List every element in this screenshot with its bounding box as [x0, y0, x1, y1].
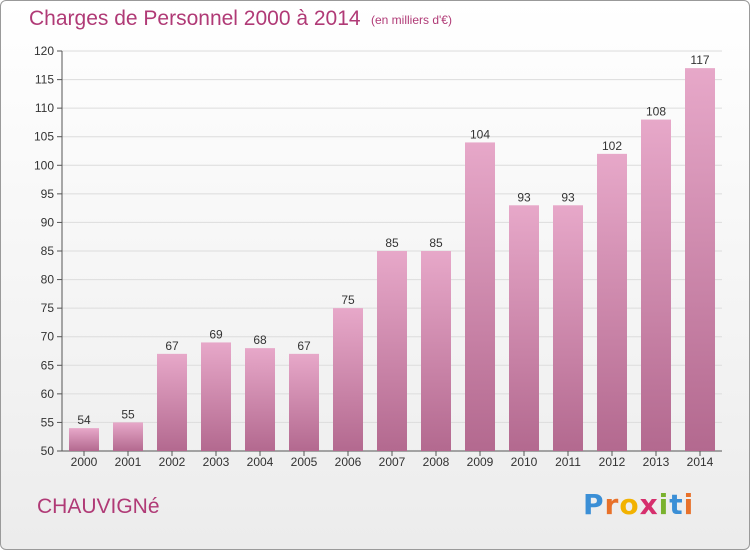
- data-label-2004: 68: [253, 333, 267, 347]
- x-tick-label: 2002: [159, 455, 186, 469]
- logo-letter: r: [604, 488, 620, 521]
- y-tick-label: 100: [34, 158, 54, 172]
- data-label-2003: 69: [209, 327, 223, 341]
- x-tick-label: 2007: [379, 455, 406, 469]
- bar-2005: [289, 353, 319, 451]
- y-tick-label: 110: [35, 101, 54, 115]
- x-tick-label: 2009: [467, 455, 494, 469]
- bar-2008: [421, 251, 451, 451]
- bar-2002: [157, 353, 187, 451]
- data-labels: 54 55 67 69 68 67 75 85 85 104 93 93 102 108 117: [77, 53, 710, 427]
- logo-letter: P: [583, 488, 605, 521]
- data-label-2008: 85: [429, 236, 443, 250]
- bar-2001: [113, 422, 143, 451]
- x-tick-label: 2003: [203, 455, 230, 469]
- x-tick-label: 2005: [291, 455, 318, 469]
- data-label-2010: 93: [517, 190, 531, 204]
- x-tick-label: 2008: [423, 455, 450, 469]
- y-tick-label: 90: [41, 215, 55, 229]
- x-tick-label: 2012: [599, 455, 626, 469]
- y-tick-label: 80: [41, 273, 55, 287]
- bar-2011: [553, 205, 583, 451]
- bar-2006: [333, 308, 363, 451]
- logo-letter: o: [619, 488, 640, 521]
- data-label-2006: 75: [341, 293, 355, 307]
- y-tick-label: 60: [41, 387, 55, 401]
- x-tick-label: 2011: [555, 455, 581, 469]
- y-tick-label: 50: [41, 444, 55, 458]
- x-tick-label: 2000: [71, 455, 98, 469]
- y-tick-label: 95: [41, 187, 55, 201]
- data-label-2005: 67: [297, 339, 311, 353]
- proxiti-logo: Proxiti: [583, 488, 694, 521]
- data-label-2014: 117: [690, 53, 709, 67]
- bar-2000: [69, 428, 99, 451]
- data-label-2007: 85: [385, 236, 399, 250]
- bars: [69, 68, 715, 452]
- y-tick-label: 70: [41, 330, 55, 344]
- data-label-2000: 54: [77, 413, 91, 427]
- logo-letter: i: [658, 488, 670, 521]
- logo-letter: x: [639, 488, 659, 521]
- y-tick-label: 105: [34, 130, 54, 144]
- chart-subtitle: (en milliers d'€): [371, 13, 452, 27]
- commune-name: CHAUVIGNé: [37, 495, 160, 518]
- logo-letter: t: [669, 488, 684, 521]
- logo-letter: i: [683, 488, 695, 521]
- data-label-2001: 55: [121, 407, 135, 421]
- data-label-2011: 93: [561, 190, 575, 204]
- y-tick-label: 115: [35, 73, 54, 87]
- y-tick-label: 75: [41, 301, 55, 315]
- bar-2012: [597, 153, 627, 451]
- bar-2014: [685, 68, 715, 452]
- data-label-2013: 108: [646, 105, 666, 119]
- x-tick-label: 2001: [115, 455, 142, 469]
- bar-2003: [201, 342, 231, 451]
- chart-title: Charges de Personnel 2000 à 2014: [29, 7, 361, 30]
- x-tick-label: 2004: [247, 455, 274, 469]
- y-tick-label: 85: [41, 244, 55, 258]
- x-tick-label: 2014: [687, 455, 714, 469]
- bar-2004: [245, 348, 275, 451]
- x-tick-label: 2010: [511, 455, 538, 469]
- bar-2009: [465, 142, 495, 451]
- y-tick-label: 65: [41, 358, 55, 372]
- data-label-2009: 104: [470, 127, 490, 141]
- x-tick-label: 2013: [643, 455, 670, 469]
- bar-2010: [509, 205, 539, 451]
- data-label-2002: 67: [165, 339, 179, 353]
- x-tick-label: 2006: [335, 455, 362, 469]
- bar-2013: [641, 119, 671, 452]
- y-tick-label: 55: [41, 415, 55, 429]
- y-tick-label: 120: [34, 44, 54, 58]
- bar-2007: [377, 251, 407, 451]
- data-label-2012: 102: [602, 139, 622, 153]
